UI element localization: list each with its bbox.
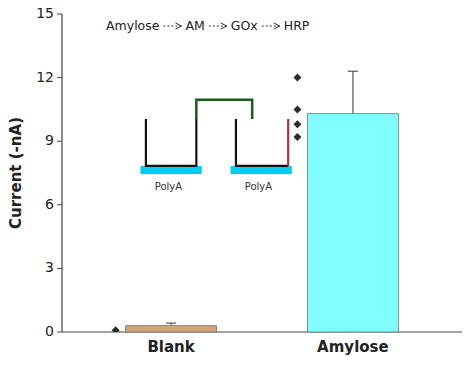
- y-tick: [57, 204, 62, 205]
- annotation-arrow: [262, 26, 280, 27]
- chart: 0 3 6 9 12 15 Current (-nA) Blank Amylose Amylose…: [0, 0, 474, 372]
- y-tick-label: 3: [45, 259, 54, 275]
- error-cap: [348, 71, 358, 72]
- y-tick: [57, 141, 62, 142]
- bridge: [196, 100, 252, 119]
- error-cap: [166, 322, 176, 323]
- y-tick-label: 15: [36, 5, 54, 21]
- annotation-arrow: [163, 26, 181, 27]
- y-tick: [57, 77, 62, 78]
- scatter-point: [293, 74, 301, 82]
- scatter-point: [112, 326, 120, 332]
- x-tick-label: Blank: [147, 338, 195, 356]
- polya-base: [231, 166, 292, 174]
- stem: [146, 119, 196, 166]
- annotation: Amylose: [106, 18, 160, 33]
- annotation-arrow: [209, 26, 227, 27]
- y-tick-label: 9: [45, 132, 54, 148]
- bar: [307, 114, 398, 332]
- inset-diagram: PolyA PolyA: [140, 100, 291, 192]
- scatter-point: [293, 105, 301, 113]
- y-tick-label: 6: [45, 196, 54, 212]
- y-tick-label: 0: [45, 323, 54, 339]
- scatter-point: [293, 133, 301, 141]
- scatter-point: [293, 120, 301, 128]
- annotation: GOx: [231, 18, 258, 33]
- x-axis: [62, 331, 462, 332]
- hrp-stem: [287, 119, 289, 166]
- y-tick-label: 12: [36, 69, 54, 85]
- annotation: AM: [185, 18, 204, 33]
- x-tick-label: Amylose: [317, 338, 389, 356]
- y-axis-label: Current (-nA): [7, 117, 25, 229]
- y-tick: [57, 14, 62, 15]
- inset-label: PolyA: [155, 181, 182, 192]
- polya-base: [140, 166, 201, 174]
- annotation: HRP: [284, 18, 310, 33]
- y-axis: [61, 14, 62, 332]
- bar: [126, 326, 217, 332]
- y-tick: [57, 332, 62, 333]
- stem: [236, 119, 288, 166]
- inset-label: PolyA: [245, 181, 272, 192]
- y-tick: [57, 268, 62, 269]
